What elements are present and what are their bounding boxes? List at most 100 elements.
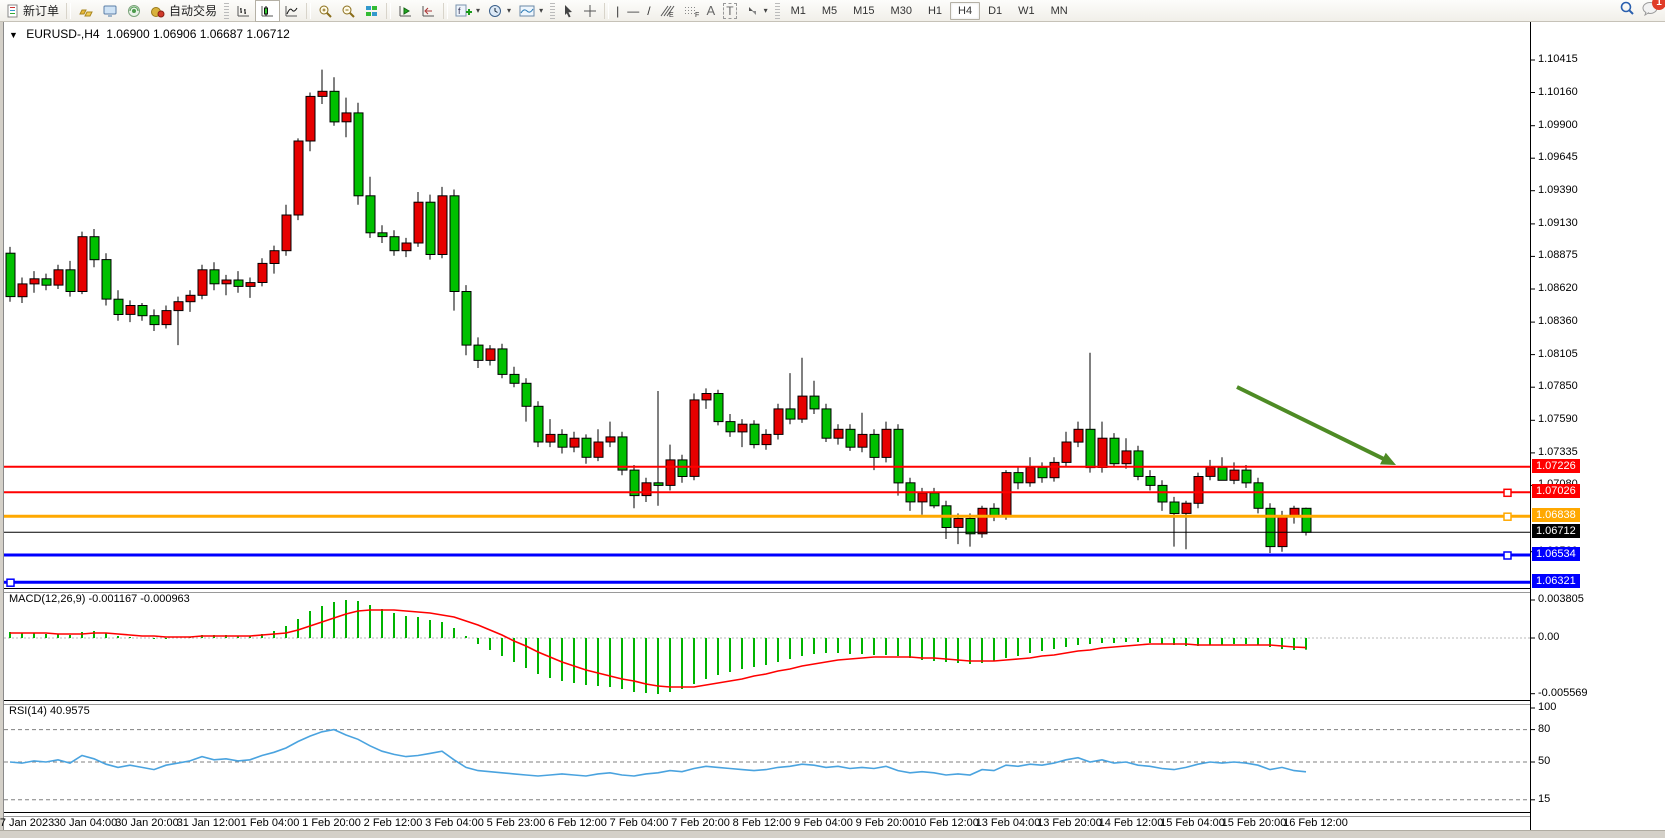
terminal-icon [103, 5, 117, 17]
timeframe-button-h4[interactable]: H4 [950, 1, 981, 20]
auto-scroll-icon [399, 5, 412, 16]
rsi-tick-label: 100 [1538, 701, 1557, 713]
rsi-dates-separator [4, 812, 1530, 817]
search-button[interactable] [1619, 0, 1635, 21]
templates-button[interactable]: ▾ [515, 1, 547, 21]
dropdown-arrow-icon: ▾ [476, 6, 481, 15]
collapse-triangle-icon: ▼ [9, 30, 18, 40]
fibonacci-icon: E [660, 5, 674, 18]
price-tick-label: 1.08620 [1538, 281, 1578, 294]
date-label: 15 Feb 04:00 [1160, 817, 1225, 829]
timeframe-button-m30[interactable]: M30 [890, 4, 912, 17]
price-tick-label: 1.10415 [1538, 53, 1578, 65]
date-label: 15 Feb 20:00 [1221, 817, 1287, 829]
date-label: 1 Feb 20:00 [302, 817, 361, 829]
trendline-tool-button[interactable]: / [643, 1, 654, 21]
horizontal-line-tool-button[interactable]: — [623, 1, 643, 21]
timeframe-button-m15[interactable]: M15 [853, 4, 875, 17]
new-order-button[interactable]: 新订单 [2, 1, 63, 21]
timeframe-button-h1[interactable]: H1 [927, 4, 943, 17]
indicators-add-icon: f [455, 4, 473, 16]
toolbar-separator [386, 2, 392, 19]
text-tool-button[interactable]: A [703, 1, 720, 21]
bar-chart-icon [237, 5, 250, 16]
price-tick-label: 1.07590 [1538, 413, 1578, 426]
date-label: 30 Jan 20:00 [115, 817, 179, 829]
date-label: 27 Jan 2023 [0, 817, 55, 829]
chart-shift-icon [422, 5, 435, 16]
tile-windows-button[interactable] [360, 1, 383, 21]
toolbar-separator [443, 2, 449, 19]
gold-icon [79, 9, 93, 16]
line-chart-type-button[interactable] [280, 1, 303, 21]
rsi-tick-label: 80 [1538, 722, 1551, 735]
signals-button[interactable] [122, 1, 146, 21]
auto-trading-icon [151, 6, 165, 17]
date-label: 7 Feb 04:00 [609, 817, 669, 829]
date-label: 9 Feb 04:00 [794, 817, 853, 829]
candlestick-chart-type-button[interactable] [255, 0, 281, 22]
periods-button[interactable]: ▾ [484, 1, 515, 21]
window-left-frame [0, 22, 4, 838]
cursor-icon [565, 4, 573, 17]
svg-text:E: E [669, 12, 674, 18]
date-label: 1 Feb 04:00 [240, 817, 300, 829]
date-label: 10 Feb 12:00 [914, 817, 979, 829]
toolbar-separator [224, 2, 230, 19]
timeframe-button-w1[interactable]: W1 [1018, 4, 1035, 17]
fibonacci-tool-button[interactable]: E [655, 1, 679, 21]
line-chart-icon [285, 5, 298, 16]
price-tick-label: 1.10160 [1538, 85, 1578, 98]
dropdown-arrow-icon: ▾ [763, 6, 768, 15]
terminal-button[interactable] [98, 1, 122, 21]
timeframe-button-m1[interactable]: M1 [790, 4, 806, 17]
grid-tool-button[interactable]: F [679, 1, 703, 21]
price-tick-label: 1.07850 [1538, 380, 1578, 393]
chart-symbol: EURUSD-,H4 [26, 27, 100, 41]
zoom-out-button[interactable] [337, 1, 360, 21]
notifications-button[interactable]: 1 [1641, 0, 1665, 21]
macd-rsi-separator[interactable] [4, 700, 1530, 705]
date-label: 5 Feb 23:00 [486, 817, 546, 829]
bar-chart-type-button[interactable] [232, 1, 255, 21]
text-label-tool-button[interactable]: T [719, 1, 740, 21]
chart-title: ▼ EURUSD-,H4 1.06900 1.06906 1.06687 1.0… [9, 27, 290, 41]
date-label: 30 Jan 04:00 [53, 817, 118, 829]
auto-scroll-button[interactable] [394, 1, 417, 21]
new-order-label: 新订单 [23, 4, 60, 18]
arrows-tool-button[interactable]: ▾ [741, 1, 772, 21]
timeframe-button-mn[interactable]: MN [1050, 4, 1068, 17]
signal-icon [128, 4, 141, 17]
chart-ohlc-values: 1.06900 1.06906 1.06687 1.06712 [106, 27, 290, 41]
candlestick-chart-icon [261, 5, 274, 16]
zoom-in-icon [319, 5, 332, 18]
timeframe-button-d1[interactable]: D1 [988, 4, 1003, 17]
rsi-tick-label: 50 [1538, 755, 1551, 767]
timeframe-group: M1 M5 M15 M30 H1 H4 D1 W1 MN [783, 1, 1076, 20]
timeframe-button-m5[interactable]: M5 [821, 4, 838, 17]
vertical-line-tool-button[interactable]: | [612, 1, 623, 21]
price-tick-label: 1.07335 [1538, 445, 1578, 458]
zoom-out-icon [342, 5, 355, 18]
level-price-badge: 1.06534 [1532, 547, 1580, 562]
tile-windows-icon [366, 5, 378, 16]
text-icon: A [706, 3, 716, 18]
macd-tick-label: 0.00 [1538, 631, 1560, 643]
date-label: 14 Feb 12:00 [1098, 817, 1164, 829]
toolbar-separator [604, 2, 610, 19]
main-macd-separator[interactable] [4, 588, 1530, 593]
arrows-shapes-icon [748, 6, 756, 15]
indicators-button[interactable]: f ▾ [451, 1, 484, 21]
cursor-tool-button[interactable] [558, 1, 579, 21]
date-label: 31 Jan 12:00 [176, 817, 241, 829]
zoom-in-button[interactable] [314, 1, 337, 21]
window-bottom-frame [0, 830, 1665, 838]
rsi-tick-label: 15 [1538, 792, 1551, 805]
auto-trading-button[interactable]: 自动交易 [146, 1, 221, 21]
market-watch-button[interactable] [74, 1, 98, 21]
crosshair-tool-button[interactable] [579, 1, 601, 21]
dropdown-arrow-icon: ▾ [539, 6, 544, 15]
chart-shift-button[interactable] [417, 1, 440, 21]
